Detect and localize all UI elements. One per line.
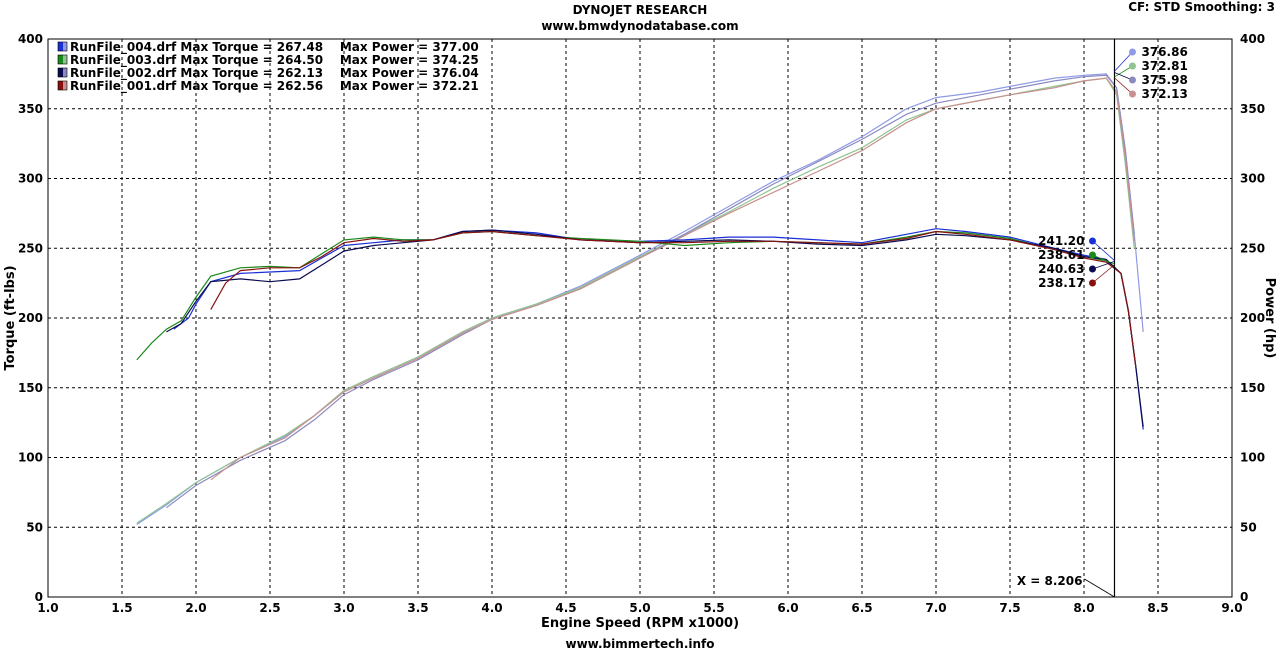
x-tick-label: 2.5 (259, 601, 280, 615)
torque-readout-leader (1092, 260, 1115, 270)
legend-entry: RunFile_004.drf Max Torque = 267.48 Max … (70, 40, 479, 55)
legend-swatch-torque (58, 68, 63, 77)
power-line-2 (166, 74, 1135, 509)
x-tick-label: 3.5 (407, 601, 428, 615)
y-axis-label-left: Torque (ft-lbs) (3, 265, 18, 370)
legend-swatch-power (63, 81, 67, 90)
x-tick-label: 2.0 (185, 601, 206, 615)
torque-readout-dot (1088, 251, 1096, 259)
power-line-1 (136, 77, 1135, 524)
power-readout-value: 372.81 (1141, 59, 1187, 73)
cursor-layer: X = 8.206 241.20 376.86 238.61 372.81 240.63 3… (1017, 39, 1188, 598)
y-tick-label-right: 100 (1240, 451, 1265, 465)
legend-swatch-power (63, 55, 67, 64)
y-tick-label-left: 100 (18, 451, 43, 465)
power-readout-leader (1114, 65, 1133, 78)
legend-entry: RunFile_001.drf Max Torque = 262.56 Max … (70, 79, 479, 94)
x-tick-label: 6.0 (777, 601, 798, 615)
x-tick-label: 6.5 (851, 601, 872, 615)
legend-swatch-border (57, 67, 68, 78)
legend-swatch-power (63, 68, 67, 77)
x-tick-label: 7.0 (925, 601, 946, 615)
torque-readout-leader (1092, 240, 1115, 261)
y-axis-label-right: Power (hp) (1262, 278, 1277, 359)
legend-swatch-border (57, 41, 68, 52)
y-tick-label-right: 300 (1240, 172, 1265, 186)
y-tick-label-left: 250 (18, 241, 43, 255)
y-tick-label-left: 200 (18, 311, 43, 325)
y-tick-label-right: 50 (1240, 520, 1257, 534)
power-readout-leader (1114, 77, 1133, 95)
legend-swatch-torque (58, 55, 63, 64)
torque-readout-dot (1088, 237, 1096, 245)
y-tick-label-right: 400 (1240, 32, 1265, 46)
x-tick-label: 1.0 (37, 601, 58, 615)
y-tick-label-left: 50 (26, 520, 43, 534)
axis-ticks: 1.0 1.5 2.0 2.5 3.0 3.5 4.0 4.5 5.0 5.5 6.0 6.5 7.0 7… (18, 32, 1265, 615)
torque-readout-value: 240.63 (1038, 262, 1084, 276)
y-tick-label-left: 400 (18, 32, 43, 46)
power-readout-dot (1128, 62, 1136, 70)
legend-swatch-border (57, 80, 68, 91)
power-readout-leader (1114, 51, 1133, 72)
y-tick-label-right: 0 (1240, 590, 1248, 604)
x-tick-label: 4.5 (555, 601, 576, 615)
legend-swatch-power (63, 42, 67, 51)
power-readout-dot (1128, 76, 1136, 84)
x-tick-label: 1.5 (111, 601, 132, 615)
cursor-label-leader (1084, 578, 1115, 598)
chart-subtitle: www.bmwdynodatabase.com (541, 19, 738, 33)
legend: RunFile_004.drf Max Torque = 267.48 Max … (57, 40, 479, 94)
y-tick-label-right: 250 (1240, 241, 1265, 255)
torque-readout-value: 238.61 (1038, 248, 1084, 262)
power-readout-dot (1128, 48, 1136, 56)
chart-title: DYNOJET RESEARCH (573, 3, 708, 17)
y-tick-label-left: 150 (18, 381, 43, 395)
power-readout-value: 376.86 (1141, 45, 1187, 59)
y-tick-label-left: 350 (18, 102, 43, 116)
x-axis-label: Engine Speed (RPM x1000) (541, 616, 739, 631)
torque-readout-leader (1092, 264, 1115, 284)
legend-swatch-torque (58, 42, 63, 51)
y-tick-label-right: 350 (1240, 102, 1265, 116)
torque-readout-value: 238.17 (1038, 276, 1084, 290)
x-tick-label: 5.0 (629, 601, 650, 615)
x-tick-label: 9.0 (1221, 601, 1242, 615)
power-readout-dot (1128, 90, 1136, 98)
x-tick-label: 4.0 (481, 601, 502, 615)
y-tick-label-right: 150 (1240, 381, 1265, 395)
legend-entry: RunFile_003.drf Max Torque = 264.50 Max … (70, 53, 479, 68)
torque-line-1 (136, 230, 1137, 367)
x-tick-label: 7.5 (999, 601, 1020, 615)
torque-readout-dot (1088, 279, 1096, 287)
torque-readout-value: 241.20 (1038, 234, 1084, 248)
legend-swatch-border (57, 54, 68, 65)
legend-swatch-torque (58, 81, 63, 90)
legend-entry: RunFile_002.drf Max Torque = 262.13 Max … (70, 66, 479, 81)
plot-lines (136, 73, 1144, 526)
y-tick-label-right: 200 (1240, 311, 1265, 325)
x-tick-label: 3.0 (333, 601, 354, 615)
power-line-3 (210, 77, 1135, 481)
x-tick-label: 5.5 (703, 601, 724, 615)
torque-readout-dot (1088, 265, 1096, 273)
y-tick-label-left: 0 (35, 590, 43, 604)
power-readout-value: 372.13 (1141, 87, 1187, 101)
settings-label: CF: STD Smoothing: 3 (1128, 0, 1275, 14)
torque-line-3 (210, 230, 1137, 367)
cursor-label: X = 8.206 (1017, 574, 1083, 588)
torque-line-0 (173, 228, 1144, 430)
y-tick-label-left: 300 (18, 172, 43, 186)
footer-url: www.bimmertech.info (565, 637, 714, 650)
x-tick-label: 8.5 (1147, 601, 1168, 615)
x-tick-label: 8.0 (1073, 601, 1094, 615)
power-readout-value: 375.98 (1141, 73, 1187, 87)
grid (47, 38, 1233, 598)
